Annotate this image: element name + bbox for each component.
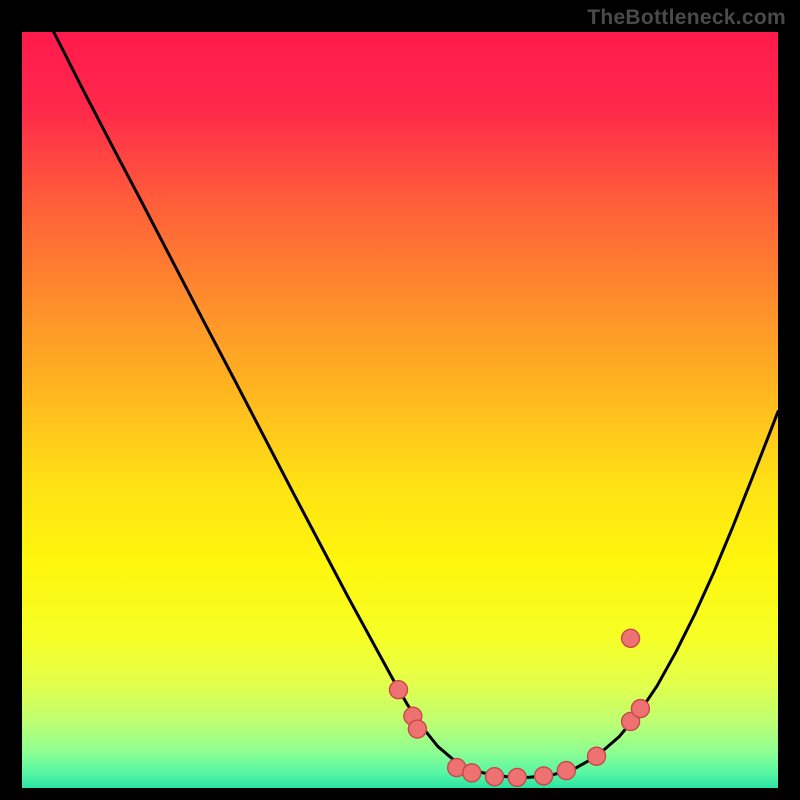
data-marker <box>463 764 481 782</box>
marker-group <box>389 629 649 786</box>
data-marker <box>389 681 407 699</box>
data-marker <box>588 747 606 765</box>
watermark-text: TheBottleneck.com <box>587 6 786 30</box>
data-marker <box>631 700 649 718</box>
data-marker <box>486 768 504 786</box>
chart-plot-area <box>22 32 778 788</box>
data-marker <box>622 629 640 647</box>
data-marker <box>535 767 553 785</box>
data-marker <box>557 762 575 780</box>
data-marker <box>408 720 426 738</box>
bottleneck-curve <box>54 32 778 777</box>
data-marker <box>508 768 526 786</box>
chart-curve-layer <box>22 32 778 788</box>
